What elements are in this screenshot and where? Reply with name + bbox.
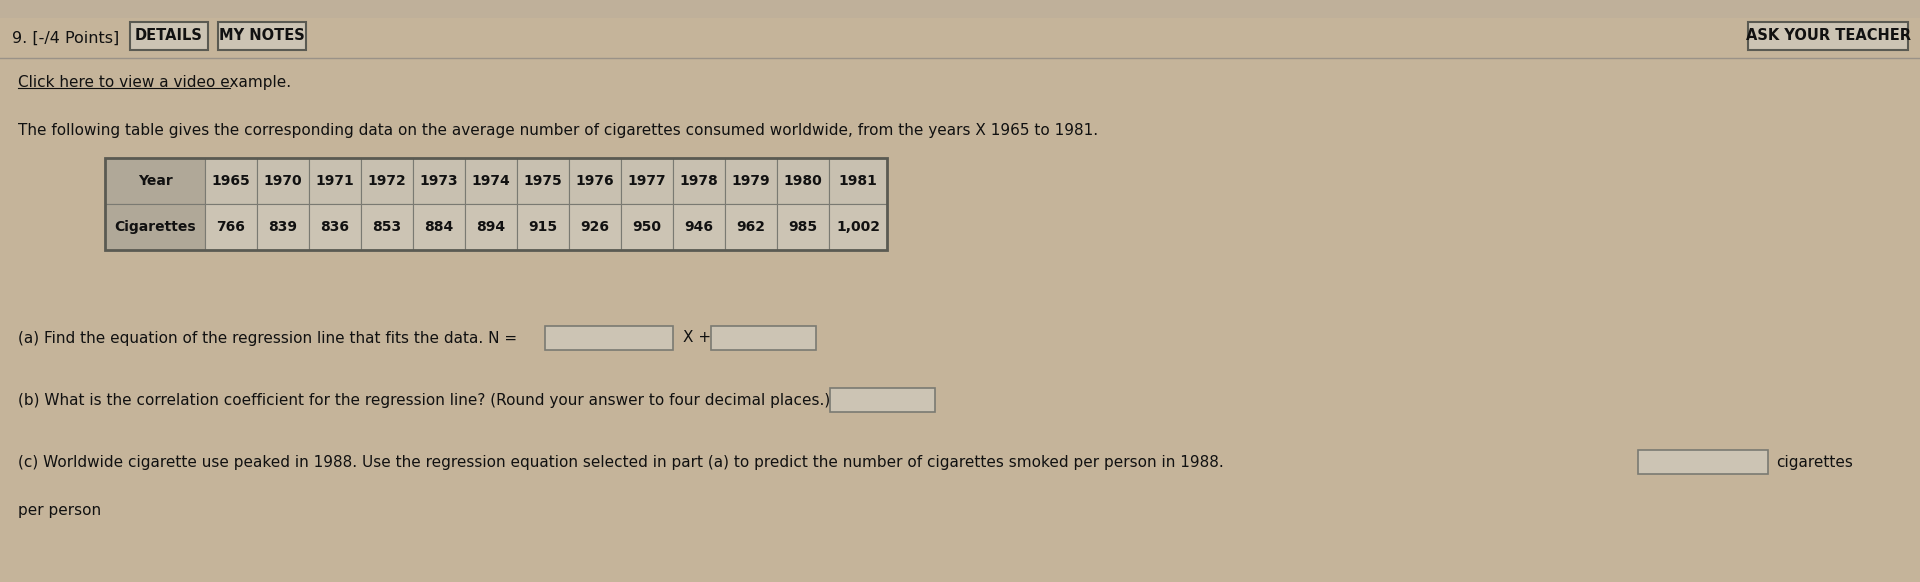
Text: 839: 839 (269, 220, 298, 234)
FancyBboxPatch shape (829, 158, 887, 204)
FancyBboxPatch shape (568, 204, 620, 250)
Text: ASK YOUR TEACHER: ASK YOUR TEACHER (1745, 29, 1910, 44)
Text: 915: 915 (528, 220, 557, 234)
Text: (a) Find the equation of the regression line that fits the data. N =: (a) Find the equation of the regression … (17, 331, 516, 346)
Text: 1979: 1979 (732, 174, 770, 188)
Text: (c) Worldwide cigarette use peaked in 1988. Use the regression equation selected: (c) Worldwide cigarette use peaked in 19… (17, 455, 1223, 470)
Text: X +: X + (684, 331, 710, 346)
Text: 766: 766 (217, 220, 246, 234)
FancyBboxPatch shape (106, 158, 205, 204)
Text: 1971: 1971 (315, 174, 355, 188)
FancyBboxPatch shape (829, 388, 935, 412)
Text: 9. [-/4 Points]: 9. [-/4 Points] (12, 30, 119, 45)
Text: Click here to view a video example.: Click here to view a video example. (17, 74, 292, 90)
FancyBboxPatch shape (516, 204, 568, 250)
FancyBboxPatch shape (568, 158, 620, 204)
Text: 962: 962 (737, 220, 766, 234)
Text: The following table gives the corresponding data on the average number of cigare: The following table gives the correspond… (17, 122, 1098, 137)
Text: 1975: 1975 (524, 174, 563, 188)
Text: 853: 853 (372, 220, 401, 234)
Text: (b) What is the correlation coefficient for the regression line? (Round your ans: (b) What is the correlation coefficient … (17, 392, 829, 407)
Text: 926: 926 (580, 220, 609, 234)
FancyBboxPatch shape (257, 204, 309, 250)
FancyBboxPatch shape (465, 204, 516, 250)
Text: MY NOTES: MY NOTES (219, 29, 305, 44)
FancyBboxPatch shape (413, 204, 465, 250)
FancyBboxPatch shape (1747, 22, 1908, 50)
FancyBboxPatch shape (829, 204, 887, 250)
FancyBboxPatch shape (205, 158, 257, 204)
FancyBboxPatch shape (465, 158, 516, 204)
FancyBboxPatch shape (620, 158, 674, 204)
Text: 1972: 1972 (367, 174, 407, 188)
Text: DETAILS: DETAILS (134, 29, 204, 44)
Text: cigarettes: cigarettes (1776, 455, 1853, 470)
Text: 1978: 1978 (680, 174, 718, 188)
FancyBboxPatch shape (205, 204, 257, 250)
FancyBboxPatch shape (620, 204, 674, 250)
Text: 946: 946 (685, 220, 714, 234)
Text: 985: 985 (789, 220, 818, 234)
FancyBboxPatch shape (516, 158, 568, 204)
Text: 1973: 1973 (420, 174, 459, 188)
FancyBboxPatch shape (778, 204, 829, 250)
FancyBboxPatch shape (726, 158, 778, 204)
FancyBboxPatch shape (131, 22, 207, 50)
Text: Cigarettes: Cigarettes (113, 220, 196, 234)
FancyBboxPatch shape (674, 204, 726, 250)
Text: 884: 884 (424, 220, 453, 234)
FancyBboxPatch shape (0, 18, 1920, 58)
FancyBboxPatch shape (361, 158, 413, 204)
Text: 950: 950 (632, 220, 662, 234)
FancyBboxPatch shape (545, 326, 674, 350)
Text: 1980: 1980 (783, 174, 822, 188)
Text: 1976: 1976 (576, 174, 614, 188)
FancyBboxPatch shape (309, 204, 361, 250)
FancyBboxPatch shape (257, 158, 309, 204)
Text: 836: 836 (321, 220, 349, 234)
Text: 1981: 1981 (839, 174, 877, 188)
FancyBboxPatch shape (1638, 450, 1768, 474)
Text: 894: 894 (476, 220, 505, 234)
FancyBboxPatch shape (413, 158, 465, 204)
FancyBboxPatch shape (309, 158, 361, 204)
FancyBboxPatch shape (674, 158, 726, 204)
Text: 1965: 1965 (211, 174, 250, 188)
Text: per person: per person (17, 502, 102, 517)
FancyBboxPatch shape (710, 326, 816, 350)
Text: 1970: 1970 (263, 174, 301, 188)
FancyBboxPatch shape (219, 22, 305, 50)
FancyBboxPatch shape (106, 204, 205, 250)
Text: 1977: 1977 (628, 174, 666, 188)
Text: 1974: 1974 (472, 174, 511, 188)
FancyBboxPatch shape (0, 0, 1920, 18)
Text: 1,002: 1,002 (835, 220, 879, 234)
Text: Year: Year (138, 174, 173, 188)
FancyBboxPatch shape (726, 204, 778, 250)
FancyBboxPatch shape (361, 204, 413, 250)
FancyBboxPatch shape (778, 158, 829, 204)
